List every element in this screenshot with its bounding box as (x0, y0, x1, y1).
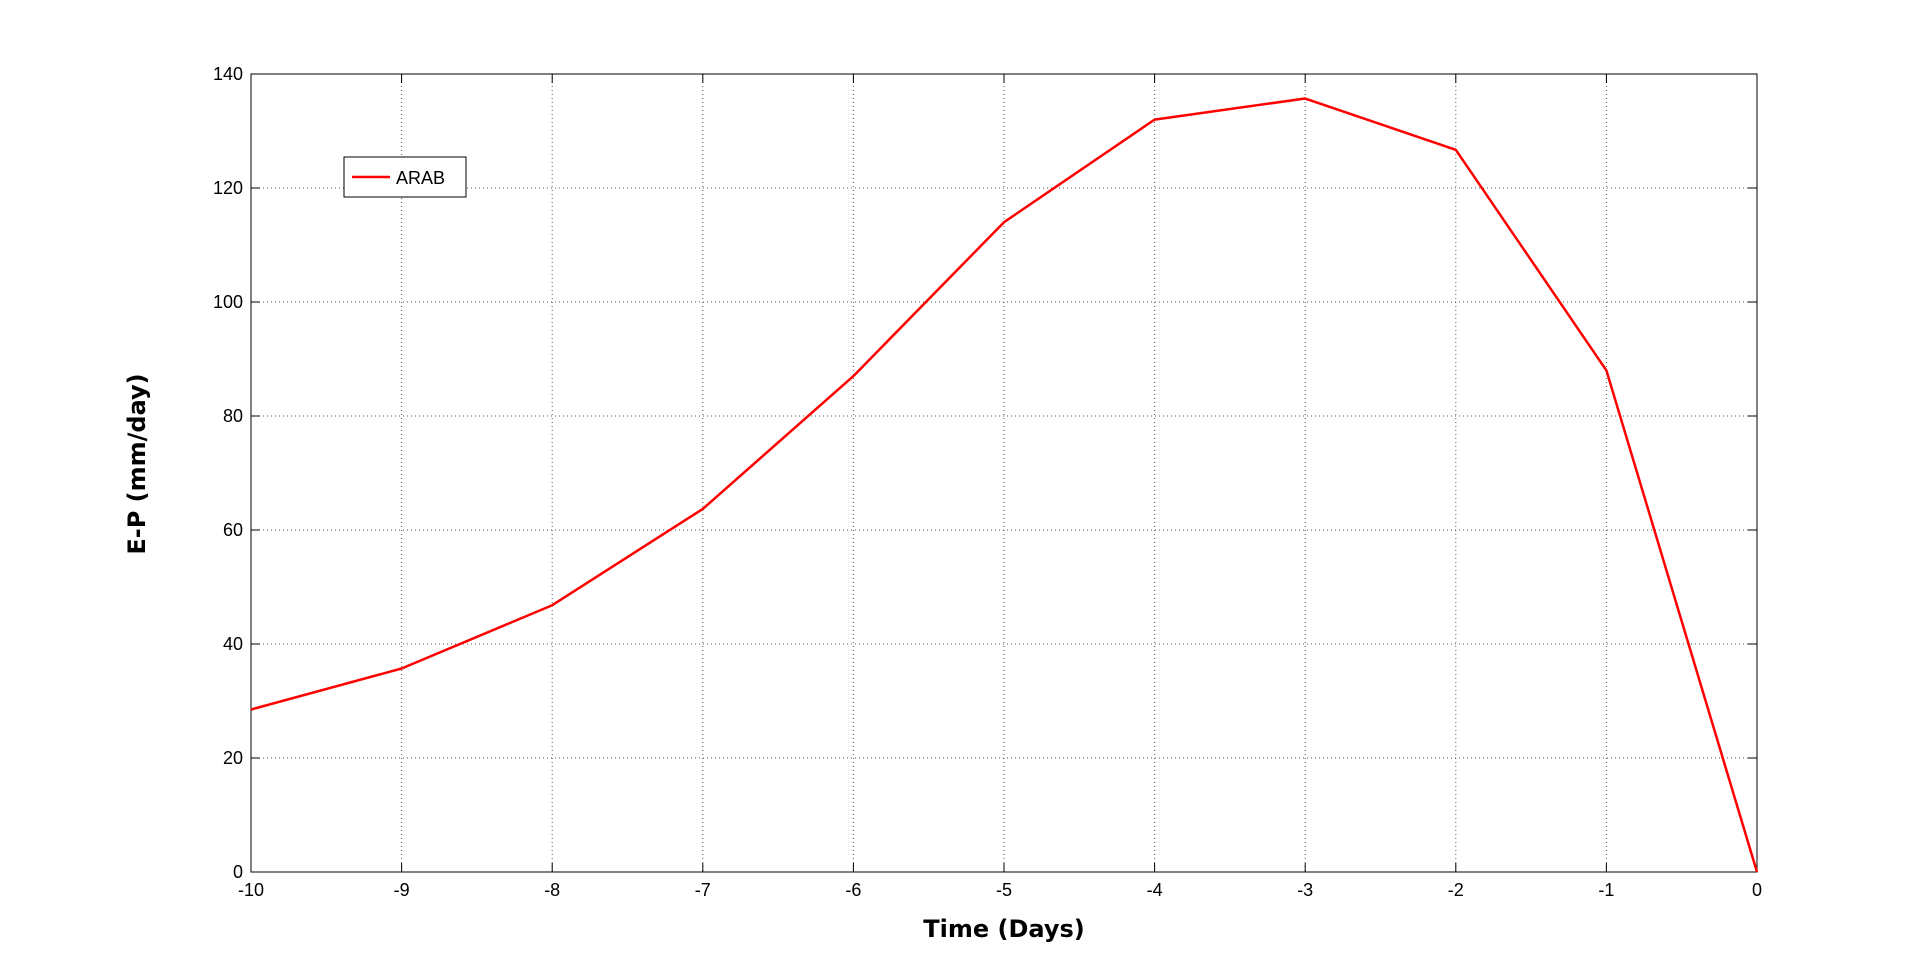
x-tick-label: -1 (1598, 880, 1614, 900)
x-axis-label: Time (Days) (923, 915, 1084, 943)
y-tick-label: 100 (213, 292, 243, 312)
plot-frame (250, 73, 1758, 873)
legend-label: ARAB (396, 168, 445, 188)
x-tick-label: -6 (845, 880, 861, 900)
y-tick-label: 140 (213, 64, 243, 84)
y-tick-label: 80 (223, 406, 243, 426)
x-tick-label: -9 (394, 880, 410, 900)
x-tick-label: -5 (996, 880, 1012, 900)
x-tick-label: 0 (1752, 880, 1762, 900)
x-tick-label: -8 (544, 880, 560, 900)
x-tick-label: -4 (1147, 880, 1163, 900)
x-tick-label: -3 (1297, 880, 1313, 900)
y-tick-label: 20 (223, 748, 243, 768)
x-tick-label: -7 (695, 880, 711, 900)
data-line (250, 97, 1759, 873)
plot-area (251, 74, 1757, 872)
y-tick-label: 120 (213, 178, 243, 198)
y-tick-label: 40 (223, 634, 243, 654)
x-tick-label: -2 (1448, 880, 1464, 900)
y-tick-label: 0 (233, 862, 243, 882)
y-axis-label: E-P (mm/day) (123, 373, 151, 554)
y-tick-label: 60 (223, 520, 243, 540)
x-tick-label: -10 (238, 880, 264, 900)
